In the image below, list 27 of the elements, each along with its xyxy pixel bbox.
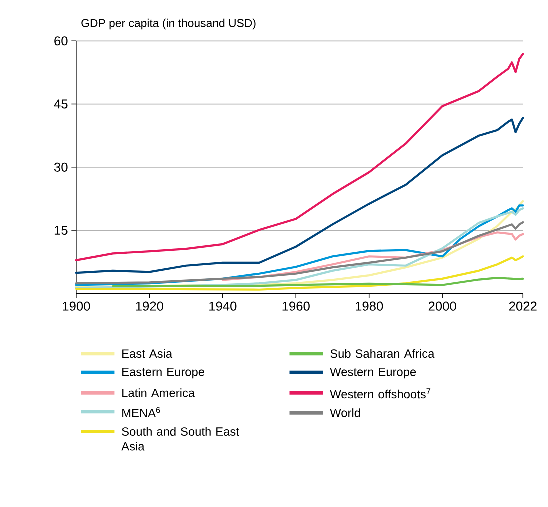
legend-label: East Asia	[122, 349, 173, 358]
x-tick-label: 2022	[509, 302, 537, 311]
line-series	[75, 221, 524, 285]
line-series	[75, 117, 524, 274]
y-tick-label: 60	[54, 36, 68, 46]
legend-label: Latin America	[122, 388, 196, 398]
legend-label: MENA$^{6}$	[122, 407, 160, 418]
x-tick-label: 1940	[210, 302, 237, 311]
legend-label: Western offshoots$^{7}$	[330, 388, 431, 399]
y-axis-title: GDP per capita (in thousand USD)	[82, 18, 256, 30]
legend-label: Western Europe	[330, 368, 416, 379]
y-tick-label: 15	[54, 226, 68, 236]
y-tick-label: 30	[54, 162, 68, 172]
line-series	[75, 256, 524, 291]
x-tick-label: 1900	[63, 302, 90, 311]
x-tick-label: 1960	[282, 302, 310, 311]
x-tick-label: 2000	[428, 302, 456, 311]
line-series	[112, 277, 524, 288]
legend-label: South and South East Asia	[122, 427, 240, 451]
line-series	[222, 232, 524, 282]
line-series	[75, 53, 524, 262]
legend-label: Eastern Europe	[122, 368, 204, 379]
x-tick-label: 1980	[356, 302, 384, 311]
legend-label: World	[330, 408, 360, 418]
x-tick-label: 1920	[136, 302, 164, 311]
legend-label: Sub Saharan Africa	[330, 349, 435, 358]
y-tick-label: 45	[54, 100, 68, 109]
